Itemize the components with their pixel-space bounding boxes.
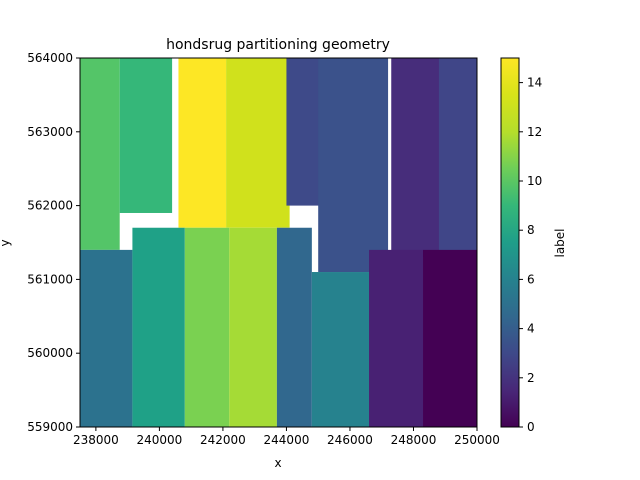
region-label-15 (178, 58, 227, 228)
y-tick-label: 559000 (27, 420, 73, 434)
y-tick-label: 562000 (27, 199, 73, 213)
region-label-6 (276, 227, 312, 427)
colorbar-tick-label: 0 (527, 420, 535, 434)
x-tick-label: 246000 (327, 433, 373, 447)
region-label-1 (369, 249, 424, 427)
y-tick-label: 563000 (27, 125, 73, 139)
plot-frame (79, 57, 478, 428)
x-tick-label: 248000 (391, 433, 437, 447)
region-label-0 (423, 249, 477, 427)
chart-title: hondsrug partitioning geometry (166, 37, 390, 53)
region-label-11 (80, 58, 120, 250)
colorbar-gradient (500, 57, 520, 428)
region-label-10 (119, 58, 173, 213)
y-axis-label: y (0, 239, 12, 246)
region-label-12 (184, 227, 230, 427)
y-tick-label: 561000 (27, 272, 73, 286)
region-label-13 (229, 227, 277, 427)
colorbar: 0 2 4 6 8 10 12 14 label (500, 57, 567, 434)
x-tick-label: 244000 (264, 433, 310, 447)
colorbar-label: label (553, 228, 567, 257)
x-axis-label: x (274, 456, 281, 470)
plot-area (79, 57, 478, 428)
x-axis-ticks: 238000 240000 242000 244000 246000 248000 2500… (73, 427, 500, 447)
region-label-9 (132, 227, 185, 427)
x-tick-label: 250000 (454, 433, 500, 447)
colorbar-tick-label: 14 (527, 76, 542, 90)
colorbar-tick-label: 6 (527, 272, 535, 286)
x-tick-label: 242000 (200, 433, 246, 447)
x-tick-label: 238000 (73, 433, 119, 447)
colorbar-tick-label: 8 (527, 223, 535, 237)
region-label-8 (311, 272, 370, 427)
colorbar-tick-label: 12 (527, 125, 542, 139)
colorbar-tick-label: 10 (527, 174, 542, 188)
region-label-14 (226, 58, 290, 228)
y-tick-label: 560000 (27, 346, 73, 360)
heatmap-regions (80, 58, 477, 427)
colorbar-tick-label: 4 (527, 322, 535, 336)
region-label-3 (438, 58, 477, 258)
x-tick-label: 240000 (136, 433, 182, 447)
colorbar-tick-label: 2 (527, 371, 535, 385)
y-axis-ticks: 559000 560000 561000 562000 563000 564000 (27, 51, 80, 434)
y-tick-label: 564000 (27, 51, 73, 65)
colorbar-ticks: 0 2 4 6 8 10 12 14 (519, 76, 542, 434)
region-label-4 (318, 58, 389, 273)
region-label-7 (80, 249, 133, 427)
